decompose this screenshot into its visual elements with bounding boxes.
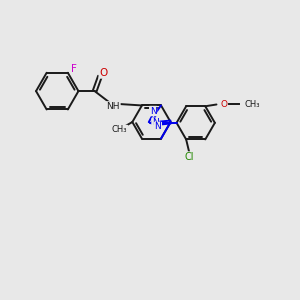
Text: N: N — [150, 106, 157, 116]
Text: N: N — [152, 118, 159, 127]
Text: CH₃: CH₃ — [244, 100, 260, 109]
Text: Cl: Cl — [184, 152, 194, 162]
Text: NH: NH — [106, 102, 120, 111]
Text: F: F — [71, 64, 77, 74]
Text: N: N — [154, 122, 161, 131]
Text: CH₃: CH₃ — [112, 125, 128, 134]
Text: O: O — [220, 100, 227, 109]
Text: O: O — [99, 68, 108, 78]
